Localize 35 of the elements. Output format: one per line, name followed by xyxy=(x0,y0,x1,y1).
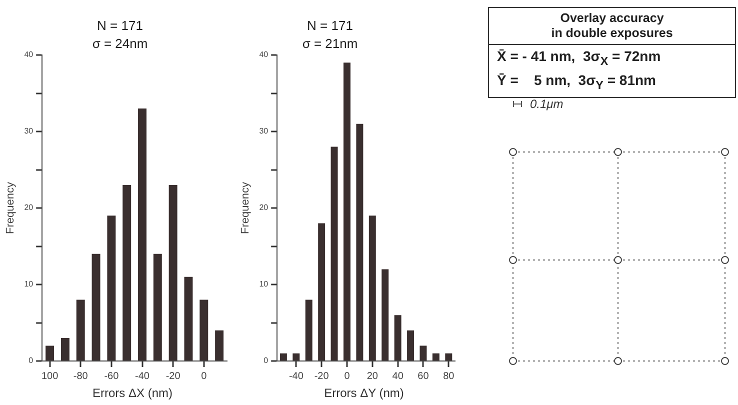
y-tick-label: 0 xyxy=(28,356,34,366)
x-tick-label: 60 xyxy=(418,370,430,382)
chart-title: N = 171 xyxy=(96,18,144,33)
text: Ȳ = 5 nm, 3σ$_{Y}$ = 81nm xyxy=(496,70,657,94)
x-tick-label: -60 xyxy=(104,370,120,382)
x-tick-label: 100 xyxy=(41,370,59,382)
x-tick-label: -20 xyxy=(166,370,181,382)
x-tick-label: -20 xyxy=(314,370,330,382)
y-tick-label: 10 xyxy=(259,280,269,289)
x-tick-label: 0 xyxy=(201,370,208,382)
x-tick-label: 0 xyxy=(344,370,350,382)
x-axis-title: Errors ΔY (nm) xyxy=(323,386,405,400)
y-tick-label: 20 xyxy=(259,203,269,212)
y-tick-label: 40 xyxy=(259,50,269,60)
y-tick-label: 10 xyxy=(24,280,34,289)
y-tick-label: 0 xyxy=(264,356,269,366)
y-tick-label: 30 xyxy=(259,126,269,136)
chart-subtitle: σ = 21nm xyxy=(301,36,359,51)
x-tick-label: 80 xyxy=(443,370,455,382)
y-tick-label: 30 xyxy=(24,126,34,136)
x-tick-label: 40 xyxy=(392,370,404,382)
y-tick-label: 20 xyxy=(24,203,34,212)
x-tick-label: 20 xyxy=(366,370,378,382)
y-axis-title: Frequency xyxy=(240,182,252,234)
chart-subtitle: σ = 24nm xyxy=(91,36,149,51)
text: 0.1μm xyxy=(530,97,564,111)
y-axis-title: Frequency xyxy=(4,182,17,234)
x-tick-label: -40 xyxy=(288,370,304,382)
chart-title: N = 171 xyxy=(306,18,354,33)
text: X̄ = - 41 nm, 3σ$_{X}$ = 72nm xyxy=(496,47,662,70)
text: Overlay accuracy in double exposures xyxy=(489,8,735,45)
x-tick-label: -40 xyxy=(135,370,150,382)
x-axis-title: Errors ΔX (nm) xyxy=(91,386,174,400)
x-tick-label: -80 xyxy=(73,370,88,382)
y-tick-label: 40 xyxy=(24,50,34,60)
